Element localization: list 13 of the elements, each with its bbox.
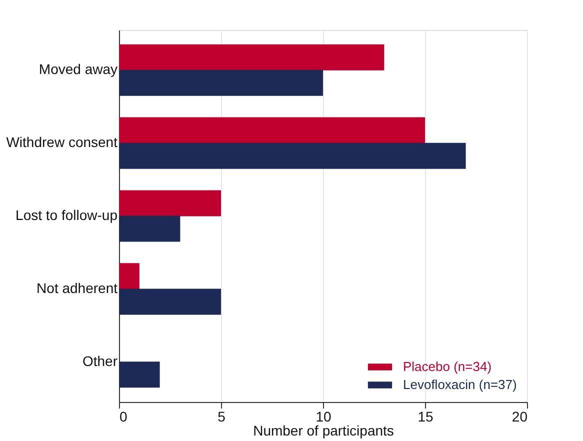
legend-label: Levofloxacin (n=37) <box>403 377 517 392</box>
y-tick-label: Not adherent <box>36 280 118 296</box>
x-tick-label: 0 <box>120 408 128 424</box>
x-tick-label: 20 <box>512 408 528 424</box>
y-tick-label: Moved away <box>38 61 118 78</box>
y-tick-label: Withdrew consent <box>6 134 118 150</box>
legend-label: Placebo (n=34) <box>403 359 492 374</box>
x-axis-title: Number of participants <box>253 422 394 438</box>
x-tick-label: 10 <box>316 408 332 424</box>
x-tick-label: 15 <box>418 408 434 424</box>
x-tick-label: 5 <box>218 408 226 424</box>
y-tick-label: Lost to follow-up <box>16 207 118 223</box>
y-tick-label: Other <box>82 352 118 369</box>
